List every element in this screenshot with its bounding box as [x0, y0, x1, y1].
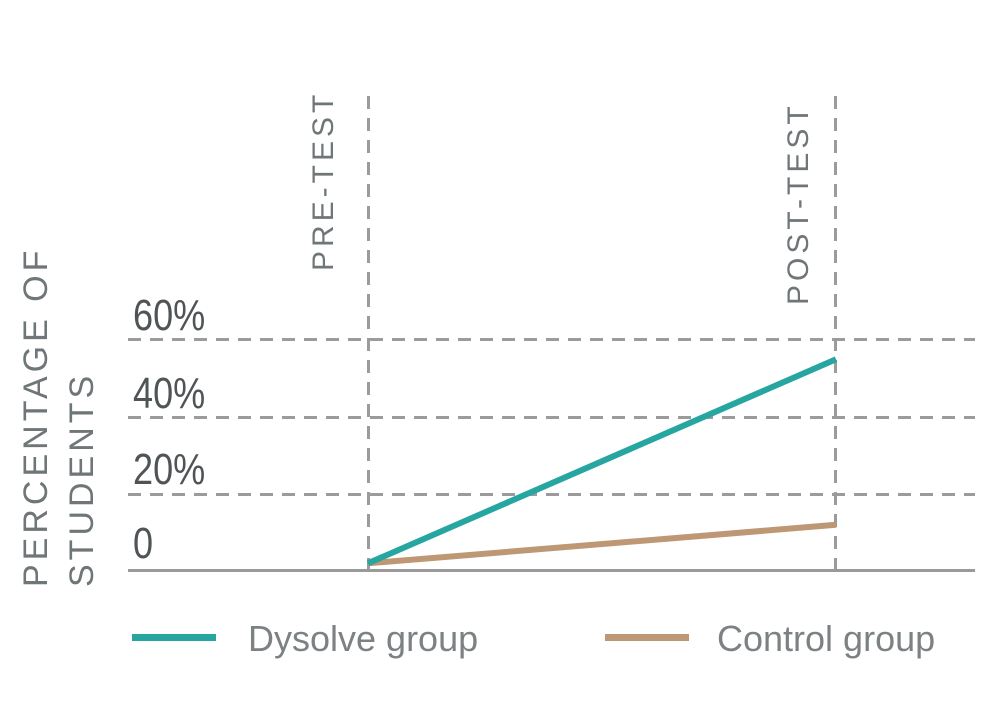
gridline-60 [128, 338, 975, 341]
legend-label-control: Control group [717, 618, 936, 659]
legend-swatch-control [605, 634, 689, 641]
gridline-40 [128, 416, 975, 419]
series-line-dysolve-group [366, 356, 838, 567]
y-tick-20: 20% [133, 445, 206, 494]
y-tick-0: 0 [133, 519, 154, 568]
legend-label-dysolve: Dysolve group [248, 618, 479, 659]
series-line-control-group [367, 521, 837, 567]
x-axis-line [128, 569, 975, 572]
legend-swatch-dysolve [132, 634, 216, 641]
y-tick-60: 60% [133, 291, 206, 340]
gridline-pretest [367, 96, 370, 572]
gridline-posttest [834, 96, 837, 572]
gridline-20 [128, 493, 975, 496]
y-tick-40: 40% [133, 369, 206, 418]
